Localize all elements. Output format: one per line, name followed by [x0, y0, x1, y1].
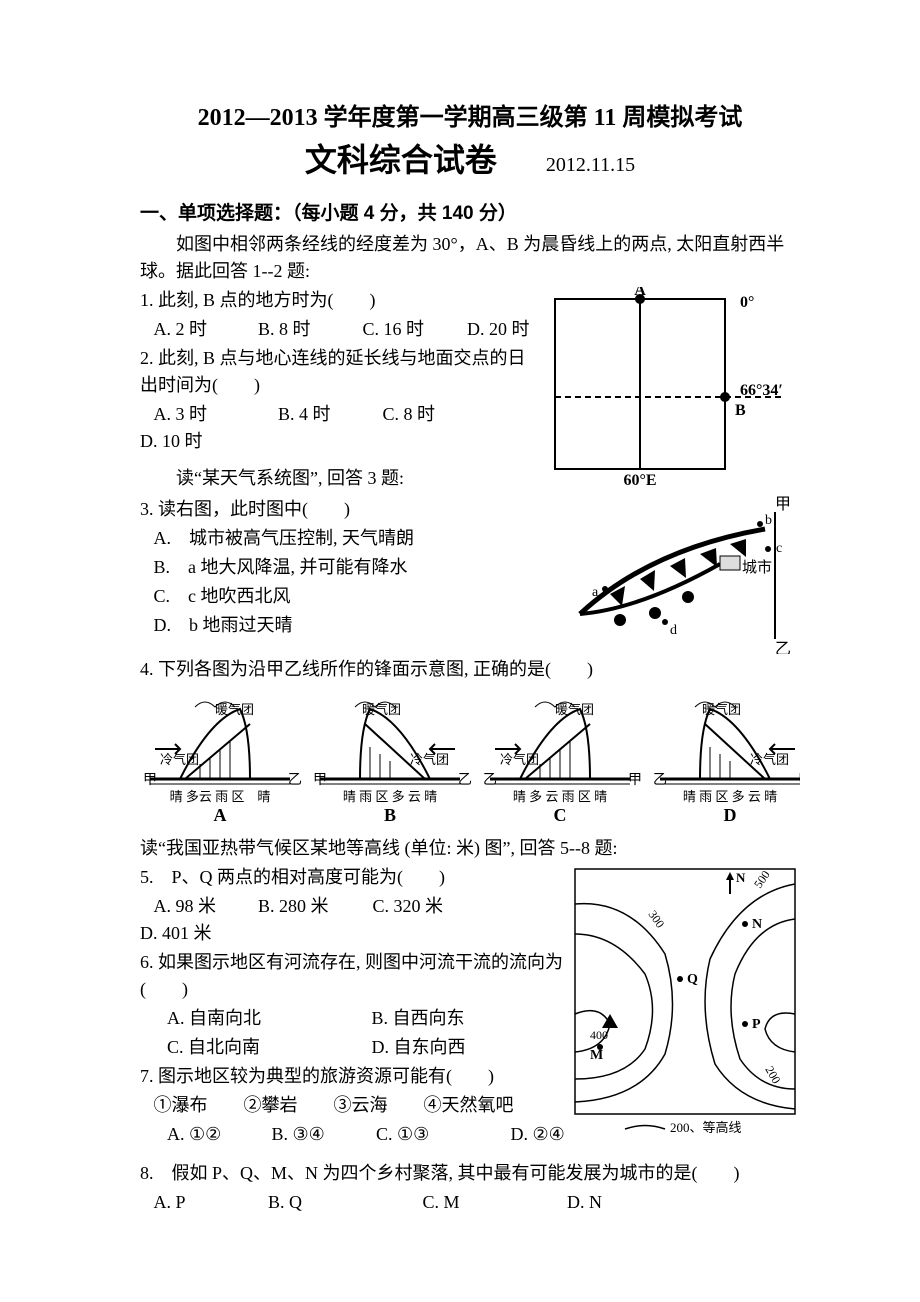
svg-text:500: 500	[751, 867, 773, 890]
fig2-yi: 乙	[775, 641, 791, 654]
q6-optA[interactable]: A. 自南向北	[167, 1005, 367, 1032]
q8-optA[interactable]: A. P	[154, 1189, 264, 1216]
section-1-intro: 如图中相邻两条经线的经度差为 30°，A、B 为晨昏线上的两点, 太阳直射西半球…	[140, 231, 800, 285]
svg-text:冷气团: 冷气团	[750, 752, 789, 767]
svg-text:暖气团: 暖气团	[555, 702, 594, 717]
exam-subject: 文科综合试卷	[305, 142, 497, 178]
svg-text:冷气团: 冷气团	[500, 752, 539, 767]
svg-text:晴 多云 雨 区 晴: 晴 多云 雨 区 晴	[170, 789, 271, 804]
svg-text:D: D	[724, 805, 737, 825]
figure-2-weather-system: 甲 乙 城市 a b c d	[570, 494, 800, 654]
q2-optB[interactable]: B. 4 时	[278, 401, 378, 428]
q1-optA[interactable]: A. 2 时	[154, 316, 254, 343]
exam-date: 2012.11.15	[546, 154, 635, 176]
q5-optA[interactable]: A. 98 米	[154, 893, 254, 920]
svg-text:甲: 甲	[313, 773, 327, 788]
intro-q5: 读“我国亚热带气候区某地等高线 (单位: 米) 图”, 回答 5--8 题:	[140, 835, 800, 862]
fig1-lat66: 66°34′	[740, 382, 783, 399]
svg-text:P: P	[752, 1017, 761, 1032]
svg-text:晴 雨 区 多 云 晴: 晴 雨 区 多 云 晴	[343, 789, 437, 804]
svg-text:甲: 甲	[628, 773, 642, 788]
svg-text:暖气团: 暖气团	[215, 702, 254, 717]
fig2-d: d	[670, 623, 677, 638]
svg-text:B: B	[384, 805, 396, 825]
q4-stem: 4. 下列各图为沿甲乙线所作的锋面示意图, 正确的是( )	[140, 656, 800, 683]
q1-optD[interactable]: D. 20 时	[467, 316, 530, 343]
section-1-header: 一、单项选择题：（每小题 4 分，共 140 分）	[140, 200, 800, 229]
svg-text:冷气团: 冷气团	[160, 752, 199, 767]
fig1-lat0: 0°	[740, 294, 754, 311]
q6-optD[interactable]: D. 自东向西	[372, 1034, 466, 1061]
svg-text:A: A	[214, 805, 227, 825]
exam-title-line2: 文科综合试卷 2012.11.15	[140, 136, 800, 184]
q7-optD[interactable]: D. ②④	[511, 1121, 565, 1148]
svg-text:乙: 乙	[288, 772, 302, 788]
svg-text:Q: Q	[687, 972, 698, 987]
svg-text:M: M	[590, 1048, 603, 1063]
svg-text:冷气团: 冷气团	[410, 752, 449, 767]
q8-optD[interactable]: D. N	[567, 1189, 602, 1216]
figure-3-contour-map: N 500 300 400 200 N Q P M 200、等高线	[570, 864, 800, 1144]
svg-text:N: N	[736, 870, 746, 885]
fig1-lon60: 60°E	[623, 472, 656, 487]
fig1-label-A: A	[634, 287, 646, 299]
q8-optB[interactable]: B. Q	[268, 1189, 418, 1216]
q2-optA[interactable]: A. 3 时	[154, 401, 274, 428]
q8-stem: 8. 假如 P、Q、M、N 为四个乡村聚落, 其中最有可能发展为城市的是( )	[140, 1160, 800, 1187]
svg-text:C: C	[554, 805, 567, 825]
svg-text:暖气团: 暖气团	[702, 702, 741, 717]
fig2-c: c	[776, 541, 782, 556]
figure-4-row: 冷气团 暖气团 甲乙 晴 多云 雨 区 晴 A 冷气团 暖气团 甲乙 晴 雨 区…	[140, 689, 800, 829]
q2-optD[interactable]: D. 10 时	[140, 428, 203, 455]
q7-optC[interactable]: C. ①③	[376, 1121, 506, 1148]
svg-text:乙: 乙	[458, 772, 472, 788]
svg-text:300: 300	[646, 907, 668, 930]
svg-text:甲: 甲	[143, 773, 157, 788]
q8-optC[interactable]: C. M	[423, 1189, 563, 1216]
svg-text:200、等高线: 200、等高线	[670, 1120, 742, 1135]
fig2-b: b	[765, 513, 772, 528]
q6-optB[interactable]: B. 自西向东	[372, 1005, 465, 1032]
q1-optC[interactable]: C. 16 时	[363, 316, 463, 343]
q1-optB[interactable]: B. 8 时	[258, 316, 358, 343]
fig2-a: a	[592, 585, 599, 600]
svg-text:甲: 甲	[798, 773, 800, 788]
svg-text:晴 雨 区 多 云 晴: 晴 雨 区 多 云 晴	[683, 789, 777, 804]
fig2-jia: 甲	[775, 496, 791, 513]
svg-text:暖气团: 暖气团	[362, 702, 401, 717]
q5-optC[interactable]: C. 320 米	[373, 893, 503, 920]
svg-text:N: N	[752, 917, 762, 932]
figure-1-terminator: A B 0° 66°34′ 60°E	[540, 287, 800, 487]
exam-title-line1: 2012—2013 学年度第一学期高三级第 11 周模拟考试	[140, 100, 800, 136]
svg-text:晴 多 云 雨 区 晴: 晴 多 云 雨 区 晴	[513, 789, 607, 804]
q7-optA[interactable]: A. ①②	[167, 1121, 267, 1148]
q8-options: A. P B. Q C. M D. N	[140, 1189, 800, 1216]
fig2-city: 城市	[742, 559, 772, 576]
svg-text:乙: 乙	[483, 772, 497, 788]
q2-optC[interactable]: C. 8 时	[383, 401, 483, 428]
svg-text:乙: 乙	[653, 772, 667, 788]
q5-optD[interactable]: D. 401 米	[140, 920, 212, 947]
q5-optB[interactable]: B. 280 米	[258, 893, 368, 920]
q7-optB[interactable]: B. ③④	[272, 1121, 372, 1148]
svg-text:400: 400	[590, 1028, 608, 1042]
fig1-label-B: B	[735, 402, 746, 419]
q6-optC[interactable]: C. 自北向南	[167, 1034, 367, 1061]
